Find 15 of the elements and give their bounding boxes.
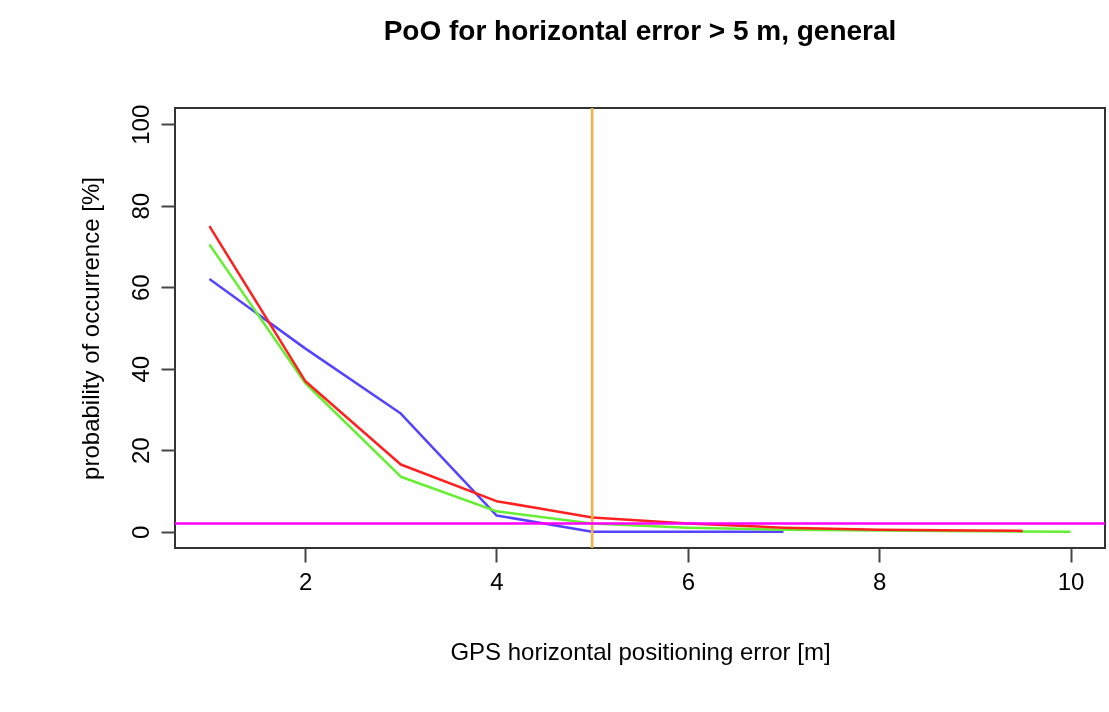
y-tick-label: 20	[126, 437, 154, 465]
y-tick-label: 0	[126, 525, 154, 539]
line-series	[208, 277, 785, 533]
y-tick-label: 60	[126, 274, 154, 302]
x-axis-title: GPS horizontal positioning error [m]	[450, 637, 831, 665]
y-tick-label: 40	[126, 355, 154, 383]
x-tick-label: 8	[873, 567, 887, 595]
x-tick-label: 2	[298, 567, 313, 595]
x-tick-label: 10	[1057, 567, 1085, 595]
y-tick-label: 100	[126, 104, 154, 145]
y-tick-label: 80	[126, 192, 154, 220]
x-tick-label: 4	[490, 567, 504, 595]
y-axis-title: probability of occurrence [%]	[76, 177, 104, 480]
chart-title: PoO for horizontal error > 5 m, general	[383, 15, 897, 47]
x-tick-label: 6	[681, 567, 696, 595]
